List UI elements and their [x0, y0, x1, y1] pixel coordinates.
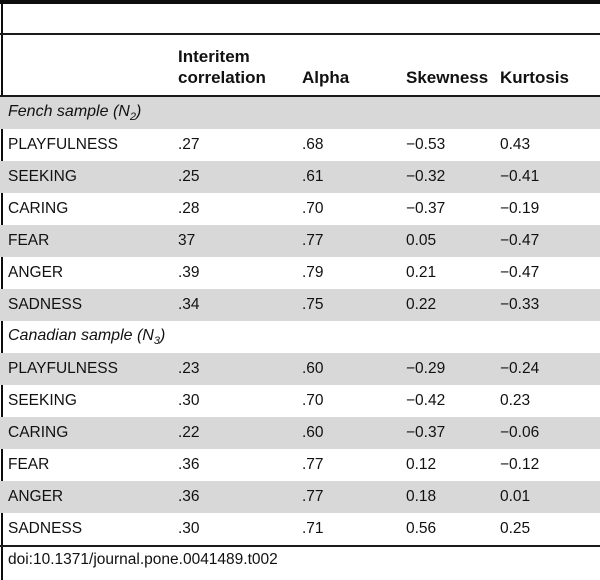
section-header-french: Fench sample (N2) [0, 96, 600, 129]
skewness-value: −0.37 [406, 424, 446, 441]
section-label-subscript: 2 [129, 111, 136, 124]
section-header-canadian: Canadian sample (N3) [0, 321, 600, 353]
skewness-value: −0.42 [406, 392, 446, 409]
kurtosis-value: 0.23 [500, 392, 531, 409]
interitem-value: .30 [178, 520, 200, 537]
kurtosis-value: 0.43 [500, 136, 531, 153]
interitem-value: .39 [178, 264, 200, 281]
interitem-value: .36 [178, 488, 200, 505]
scale-label: SADNESS [8, 296, 83, 313]
doi-caption: doi:10.1371/journal.pone.0041489.t002 [8, 551, 278, 568]
interitem-value: .22 [178, 424, 200, 441]
skewness-value: −0.29 [406, 360, 446, 377]
table-row: SEEKING .30 .70 −0.42 0.23 [0, 385, 600, 417]
skewness-value: 0.21 [406, 264, 437, 281]
header-interitem-line2: correlation [178, 68, 266, 87]
kurtosis-value: −0.33 [500, 296, 540, 313]
section-label: Canadian sample (N3) [0, 321, 600, 353]
header-scale [0, 34, 170, 97]
scale-label: SEEKING [8, 392, 77, 409]
scale-label: FEAR [8, 232, 50, 249]
skewness-value: 0.56 [406, 520, 437, 537]
top-rule-thick [0, 0, 600, 4]
alpha-value: .68 [302, 136, 324, 153]
skewness-value: −0.53 [406, 136, 446, 153]
kurtosis-value: −0.47 [500, 232, 540, 249]
section-label: Fench sample (N2) [0, 96, 600, 129]
header-alpha: Alpha [294, 34, 398, 97]
header-skewness: Skewness [398, 34, 492, 97]
scale-label: ANGER [8, 488, 64, 505]
interitem-value: .30 [178, 392, 200, 409]
section-label-text: Fench sample (N [8, 102, 130, 120]
section-label-text: Canadian sample (N [8, 326, 154, 344]
skewness-value: 0.18 [406, 488, 437, 505]
scale-label: SEEKING [8, 168, 77, 185]
scale-label: PLAYFULNESS [8, 360, 118, 377]
interitem-value: 37 [178, 232, 196, 249]
alpha-value: .79 [302, 264, 324, 281]
left-rule [1, 0, 3, 580]
alpha-value: .75 [302, 296, 324, 313]
section-label-close: ) [135, 102, 142, 120]
header-kurtosis: Kurtosis [492, 34, 600, 97]
kurtosis-value: −0.12 [500, 456, 540, 473]
alpha-value: .60 [302, 424, 324, 441]
header-row: Interitem correlation Alpha Skewness Kurt… [0, 34, 600, 97]
header-interitem-line1: Interitem [178, 47, 250, 66]
scale-label: CARING [8, 200, 69, 217]
skewness-value: −0.32 [406, 168, 446, 185]
interitem-value: .27 [178, 136, 200, 153]
alpha-value: .70 [302, 200, 324, 217]
scale-label: CARING [8, 424, 69, 441]
interitem-value: .36 [178, 456, 200, 473]
interitem-value: .23 [178, 360, 200, 377]
alpha-value: .70 [302, 392, 324, 409]
skewness-value: −0.37 [406, 200, 446, 217]
interitem-value: .28 [178, 200, 200, 217]
table-row: FEAR .36 .77 0.12 −0.12 [0, 449, 600, 481]
kurtosis-value: 0.25 [500, 520, 531, 537]
table-row: FEAR 37 .77 0.05 −0.47 [0, 225, 600, 257]
alpha-value: .61 [302, 168, 324, 185]
interitem-value: .25 [178, 168, 200, 185]
alpha-value: .77 [302, 232, 324, 249]
scale-label: FEAR [8, 456, 50, 473]
statistics-table: Interitem correlation Alpha Skewness Kurt… [0, 33, 600, 547]
kurtosis-value: −0.19 [500, 200, 540, 217]
table-row: PLAYFULNESS .23 .60 −0.29 −0.24 [0, 353, 600, 385]
kurtosis-value: −0.47 [500, 264, 540, 281]
skewness-value: 0.12 [406, 456, 437, 473]
alpha-value: .77 [302, 456, 324, 473]
alpha-value: .71 [302, 520, 324, 537]
table-row: SADNESS .30 .71 0.56 0.25 [0, 513, 600, 546]
table-row: PLAYFULNESS .27 .68 −0.53 0.43 [0, 129, 600, 161]
section-label-subscript: 3 [153, 335, 160, 348]
scale-label: ANGER [8, 264, 64, 281]
table-row: SADNESS .34 .75 0.22 −0.33 [0, 289, 600, 321]
alpha-value: .77 [302, 488, 324, 505]
alpha-value: .60 [302, 360, 324, 377]
kurtosis-value: −0.24 [500, 360, 540, 377]
scale-label: PLAYFULNESS [8, 136, 118, 153]
scale-label: SADNESS [8, 520, 83, 537]
table-row: ANGER .36 .77 0.18 0.01 [0, 481, 600, 513]
section-label-close: ) [159, 326, 166, 344]
skewness-value: 0.05 [406, 232, 437, 249]
table-row: ANGER .39 .79 0.21 −0.47 [0, 257, 600, 289]
kurtosis-value: −0.06 [500, 424, 540, 441]
table-row: CARING .28 .70 −0.37 −0.19 [0, 193, 600, 225]
skewness-value: 0.22 [406, 296, 437, 313]
header-interitem-correlation: Interitem correlation [170, 34, 294, 97]
table-row: SEEKING .25 .61 −0.32 −0.41 [0, 161, 600, 193]
table-row: CARING .22 .60 −0.37 −0.06 [0, 417, 600, 449]
interitem-value: .34 [178, 296, 200, 313]
kurtosis-value: −0.41 [500, 168, 540, 185]
kurtosis-value: 0.01 [500, 488, 531, 505]
